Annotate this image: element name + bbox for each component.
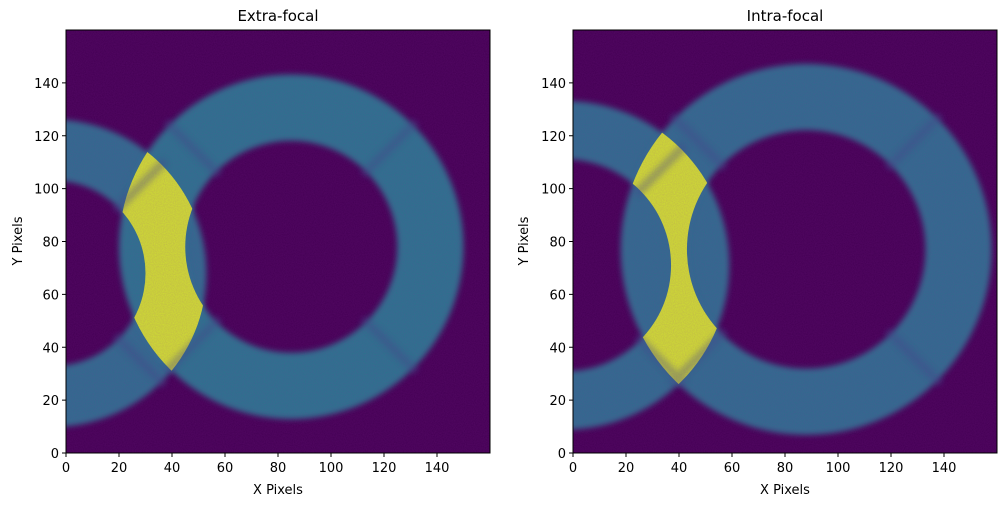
y-tick-label: 20 xyxy=(549,394,566,409)
y-tick-label: 20 xyxy=(42,394,59,409)
x-tick-label: 20 xyxy=(111,461,128,476)
image-noise xyxy=(66,30,490,453)
x-tick-label: 20 xyxy=(618,461,635,476)
x-tick-label: 80 xyxy=(777,461,794,476)
x-tick-label: 120 xyxy=(879,461,904,476)
y-axis: 0 20 40 60 80 100 120 140 xyxy=(541,77,573,462)
x-tick-label: 0 xyxy=(62,461,70,476)
x-tick-label: 80 xyxy=(270,461,287,476)
panel-intra-focal: Intra-focal 0 20 40 60 80 100 120 140 0 20 40 60 80… xyxy=(517,7,998,498)
heatmap-image xyxy=(573,30,997,453)
x-tick-label: 100 xyxy=(826,461,851,476)
y-tick-label: 0 xyxy=(51,447,59,462)
y-tick-label: 40 xyxy=(42,341,59,356)
panel-title: Intra-focal xyxy=(747,7,824,25)
x-tick-label: 100 xyxy=(319,461,344,476)
x-tick-label: 40 xyxy=(671,461,688,476)
y-tick-label: 120 xyxy=(34,130,59,145)
x-axis-label: X Pixels xyxy=(253,483,303,498)
x-tick-label: 120 xyxy=(372,461,397,476)
y-tick-label: 140 xyxy=(541,77,566,92)
panel-title: Extra-focal xyxy=(237,7,318,25)
x-axis-label: X Pixels xyxy=(760,483,810,498)
x-axis: 0 20 40 60 80 100 120 140 xyxy=(62,453,450,476)
y-tick-label: 100 xyxy=(541,183,566,198)
y-axis-label: Y Pixels xyxy=(517,216,532,266)
x-tick-label: 140 xyxy=(932,461,957,476)
y-tick-label: 140 xyxy=(34,77,59,92)
y-axis: 0 20 40 60 80 100 120 140 xyxy=(34,77,66,462)
y-tick-label: 40 xyxy=(549,341,566,356)
y-tick-label: 80 xyxy=(549,236,566,251)
y-tick-label: 60 xyxy=(42,288,59,303)
panel-extra-focal: Extra-focal 0 20 40 60 80 100 120 140 0 20 40 60 80… xyxy=(11,7,491,498)
y-tick-label: 120 xyxy=(541,130,566,145)
x-tick-label: 140 xyxy=(425,461,450,476)
y-tick-label: 0 xyxy=(558,447,566,462)
y-tick-label: 80 xyxy=(42,236,59,251)
heatmap-image xyxy=(66,30,490,453)
y-tick-label: 100 xyxy=(34,183,59,198)
x-tick-label: 60 xyxy=(217,461,234,476)
y-tick-label: 60 xyxy=(549,288,566,303)
x-tick-label: 40 xyxy=(164,461,181,476)
x-axis: 0 20 40 60 80 100 120 140 xyxy=(569,453,957,476)
x-tick-label: 60 xyxy=(724,461,741,476)
image-noise xyxy=(573,30,997,453)
y-axis-label: Y Pixels xyxy=(11,216,26,266)
x-tick-label: 0 xyxy=(569,461,577,476)
